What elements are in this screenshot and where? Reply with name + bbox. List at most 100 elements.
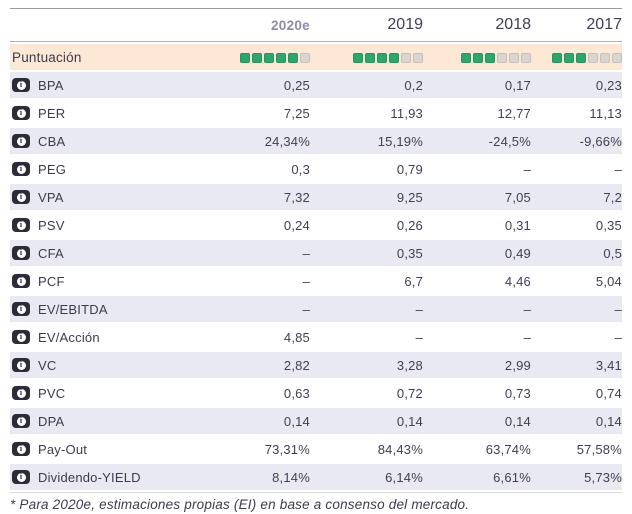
metric-value: 0,14 xyxy=(283,413,310,429)
metric-value: – xyxy=(523,329,531,345)
score-square-filled xyxy=(240,53,250,64)
info-icon[interactable]: i xyxy=(12,106,30,120)
table-bottom-border xyxy=(10,492,622,493)
info-icon[interactable]: i xyxy=(12,330,30,344)
score-squares xyxy=(240,53,310,64)
metric-label: BPA xyxy=(38,77,64,93)
info-icon[interactable]: i xyxy=(12,302,30,316)
info-icon[interactable]: i xyxy=(12,414,30,428)
info-icon[interactable]: i xyxy=(12,246,30,260)
metric-value: 0,3 xyxy=(291,161,310,177)
metric-value: 0,25 xyxy=(283,77,310,93)
metric-value: 5,73% xyxy=(584,469,622,485)
metric-value: 0,5 xyxy=(603,245,622,261)
column-header-2017: 2017 xyxy=(586,16,622,33)
metric-value: 0,74 xyxy=(595,385,622,401)
metric-label: VC xyxy=(38,357,57,373)
info-icon[interactable]: i xyxy=(12,162,30,176)
metric-value: 0,63 xyxy=(283,385,310,401)
info-icon[interactable]: i xyxy=(12,218,30,232)
score-squares xyxy=(461,53,531,64)
info-icon[interactable]: i xyxy=(12,78,30,92)
metric-value: 73,31% xyxy=(264,441,310,457)
metric-value: 57,58% xyxy=(576,441,622,457)
score-row: Puntuación xyxy=(10,44,622,70)
info-icon[interactable]: i xyxy=(12,190,30,204)
metric-value: 12,77 xyxy=(497,105,531,121)
metric-value: 0,24 xyxy=(283,217,310,233)
metric-value: 0,2 xyxy=(404,77,423,93)
score-square-filled xyxy=(252,53,262,64)
metric-label-cell: i Pay-Out xyxy=(10,442,190,457)
score-square-empty xyxy=(612,53,622,64)
metric-value: 11,93 xyxy=(390,105,423,121)
metric-value: 0,35 xyxy=(595,217,622,233)
metric-value: 2,82 xyxy=(283,357,310,373)
score-square-filled xyxy=(377,53,387,64)
metric-value: 6,7 xyxy=(404,273,423,289)
metric-value: 0,31 xyxy=(504,217,531,233)
score-square-filled xyxy=(365,53,375,64)
metric-value: 11,13 xyxy=(589,105,622,121)
metric-label-cell: i DPA xyxy=(10,414,190,429)
info-icon-glyph: i xyxy=(16,108,26,118)
valuation-table: 2020e 2019 2018 2017 Puntuación i BPA 0,25 0,2… xyxy=(10,8,622,493)
metric-value: – xyxy=(302,301,310,317)
metric-value: – xyxy=(614,301,622,317)
table-row: i DPA 0,14 0,14 0,14 0,14 xyxy=(10,408,622,434)
metric-rows: i BPA 0,25 0,2 0,17 0,23 i PER 7,25 11,93 12,77 11,… xyxy=(10,72,622,490)
score-square-filled xyxy=(576,53,586,64)
metric-label: CBA xyxy=(38,133,66,149)
table-row: i CBA 24,34% 15,19% -24,5% -9,66% xyxy=(10,128,622,154)
metric-label: PEG xyxy=(38,161,67,177)
info-icon[interactable]: i xyxy=(12,442,30,456)
metric-label: DPA xyxy=(38,413,65,429)
score-cell xyxy=(423,50,531,65)
metric-label-cell: i CFA xyxy=(10,246,190,261)
metric-label-cell: i VPA xyxy=(10,190,190,205)
info-icon-glyph: i xyxy=(16,164,26,174)
info-icon-glyph: i xyxy=(16,444,26,454)
info-icon[interactable]: i xyxy=(12,134,30,148)
column-header-2020e: 2020e xyxy=(270,17,310,33)
info-icon[interactable]: i xyxy=(12,470,30,484)
info-icon[interactable]: i xyxy=(12,358,30,372)
metric-label-cell: i PSV xyxy=(10,218,190,233)
score-square-filled xyxy=(552,53,562,64)
metric-value: – xyxy=(415,301,423,317)
metric-label: PVC xyxy=(38,385,66,401)
metric-value: 6,14% xyxy=(385,469,423,485)
score-square-empty xyxy=(497,53,507,64)
info-icon-glyph: i xyxy=(16,80,26,90)
table-row: i VPA 7,32 9,25 7,05 7,2 xyxy=(10,184,622,210)
metric-value: – xyxy=(614,161,622,177)
score-square-empty xyxy=(588,53,598,64)
info-icon[interactable]: i xyxy=(12,386,30,400)
table-row: i CFA – 0,35 0,49 0,5 xyxy=(10,240,622,266)
metric-value: 15,19% xyxy=(377,133,423,149)
table-row: i Dividendo-YIELD 8,14% 6,14% 6,61% 5,73% xyxy=(10,464,622,490)
metric-value: 24,34% xyxy=(264,133,310,149)
score-square-filled xyxy=(353,53,363,64)
metric-value: 0,17 xyxy=(504,77,531,93)
metric-label: Dividendo-YIELD xyxy=(38,469,141,485)
info-icon-glyph: i xyxy=(16,472,26,482)
metric-value: 84,43% xyxy=(377,441,423,457)
metric-value: – xyxy=(415,329,423,345)
metric-value: 0,23 xyxy=(595,77,622,93)
table-header-row: 2020e 2019 2018 2017 xyxy=(10,8,622,42)
score-cell xyxy=(190,50,310,65)
info-icon-glyph: i xyxy=(16,416,26,426)
metric-label-cell: i PER xyxy=(10,106,190,121)
table-row: i VC 2,82 3,28 2,99 3,41 xyxy=(10,352,622,378)
metric-value: 5,04 xyxy=(595,273,622,289)
info-icon-glyph: i xyxy=(16,248,26,258)
info-icon-glyph: i xyxy=(16,136,26,146)
score-square-filled xyxy=(485,53,495,64)
table-row: i PEG 0,3 0,79 – – xyxy=(10,156,622,182)
metric-value: -24,5% xyxy=(488,133,531,149)
metric-value: 2,99 xyxy=(504,357,531,373)
score-square-filled xyxy=(276,53,286,64)
info-icon[interactable]: i xyxy=(12,274,30,288)
